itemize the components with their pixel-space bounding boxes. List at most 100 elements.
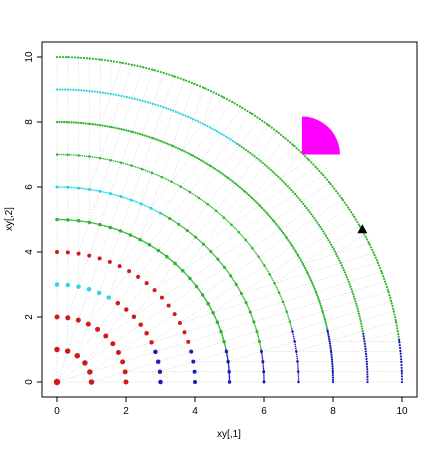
data-point [361, 330, 364, 333]
data-point [124, 232, 127, 234]
spoke-line [274, 263, 304, 284]
data-point [119, 230, 122, 232]
data-point [120, 230, 123, 233]
data-point [201, 86, 204, 89]
data-point [100, 224, 103, 226]
data-point [106, 158, 109, 161]
data-point [389, 299, 393, 302]
spoke-line [168, 286, 197, 306]
data-point [320, 307, 323, 310]
data-point [150, 171, 153, 174]
spoke-line [154, 270, 183, 291]
data-point [287, 314, 289, 317]
data-point [167, 179, 170, 182]
data-point [393, 316, 397, 319]
data-point [236, 184, 240, 187]
data-point [74, 219, 76, 222]
data-point [97, 256, 102, 261]
data-point [136, 132, 139, 135]
data-point [82, 56, 86, 60]
data-point [107, 259, 112, 264]
data-point [331, 376, 335, 379]
data-point [126, 232, 128, 235]
data-point [338, 259, 341, 262]
data-point [219, 329, 222, 332]
data-point [153, 69, 157, 72]
data-point [213, 315, 216, 317]
data-point [213, 254, 216, 257]
data-point [206, 246, 208, 249]
data-point [77, 219, 79, 222]
data-point [193, 283, 196, 286]
data-point [282, 135, 285, 138]
spoke-line [183, 83, 195, 115]
data-point [389, 296, 392, 299]
data-point [129, 233, 131, 236]
data-point [261, 354, 263, 356]
spoke-line [208, 284, 237, 304]
data-point [181, 149, 184, 152]
data-point [206, 162, 209, 166]
data-point [75, 121, 78, 124]
data-point [146, 101, 149, 104]
data-point [54, 346, 60, 353]
data-point [55, 250, 59, 254]
data-point [325, 178, 329, 181]
data-point [227, 358, 229, 361]
data-point [170, 218, 173, 221]
data-point [277, 290, 280, 293]
data-point [199, 198, 202, 200]
data-point [161, 140, 164, 143]
data-point [86, 287, 92, 292]
spoke-line [182, 243, 204, 271]
data-point [123, 196, 126, 199]
data-point [110, 126, 114, 129]
data-point [167, 107, 170, 111]
spoke-line [250, 301, 284, 313]
data-point [114, 160, 117, 163]
spoke-line [171, 154, 193, 182]
data-point [207, 88, 210, 91]
data-point [185, 189, 188, 191]
data-point [271, 170, 274, 173]
spoke-line [110, 62, 122, 95]
data-point [244, 190, 247, 193]
data-point [143, 134, 146, 137]
data-point [66, 153, 69, 156]
data-point [150, 207, 152, 210]
data-point [257, 158, 260, 161]
spoke-line [155, 341, 189, 353]
data-point [192, 193, 195, 196]
data-point [264, 210, 267, 213]
data-point [117, 264, 122, 269]
data-point [285, 310, 288, 313]
data-point [133, 97, 136, 100]
quarter-disc-shape [301, 116, 340, 155]
data-point [199, 240, 202, 243]
data-point [287, 239, 290, 242]
spoke-line [189, 165, 211, 193]
data-point [351, 213, 354, 216]
data-point [231, 100, 234, 104]
spoke-line [226, 341, 260, 352]
data-point [319, 225, 322, 229]
data-point [218, 131, 221, 134]
data-point [178, 266, 180, 268]
data-point [125, 95, 128, 99]
data-point [267, 213, 270, 216]
data-point [90, 188, 92, 191]
data-point [251, 153, 254, 156]
data-point [108, 159, 111, 161]
data-point [80, 220, 82, 222]
data-point [240, 187, 243, 190]
data-point [171, 219, 174, 222]
data-point [242, 189, 245, 192]
data-point [95, 326, 101, 332]
data-point [176, 222, 179, 225]
data-point [186, 339, 191, 344]
data-point [151, 102, 155, 105]
data-point [148, 206, 151, 209]
data-point [259, 258, 262, 261]
data-point [205, 299, 208, 302]
data-point [151, 245, 154, 248]
